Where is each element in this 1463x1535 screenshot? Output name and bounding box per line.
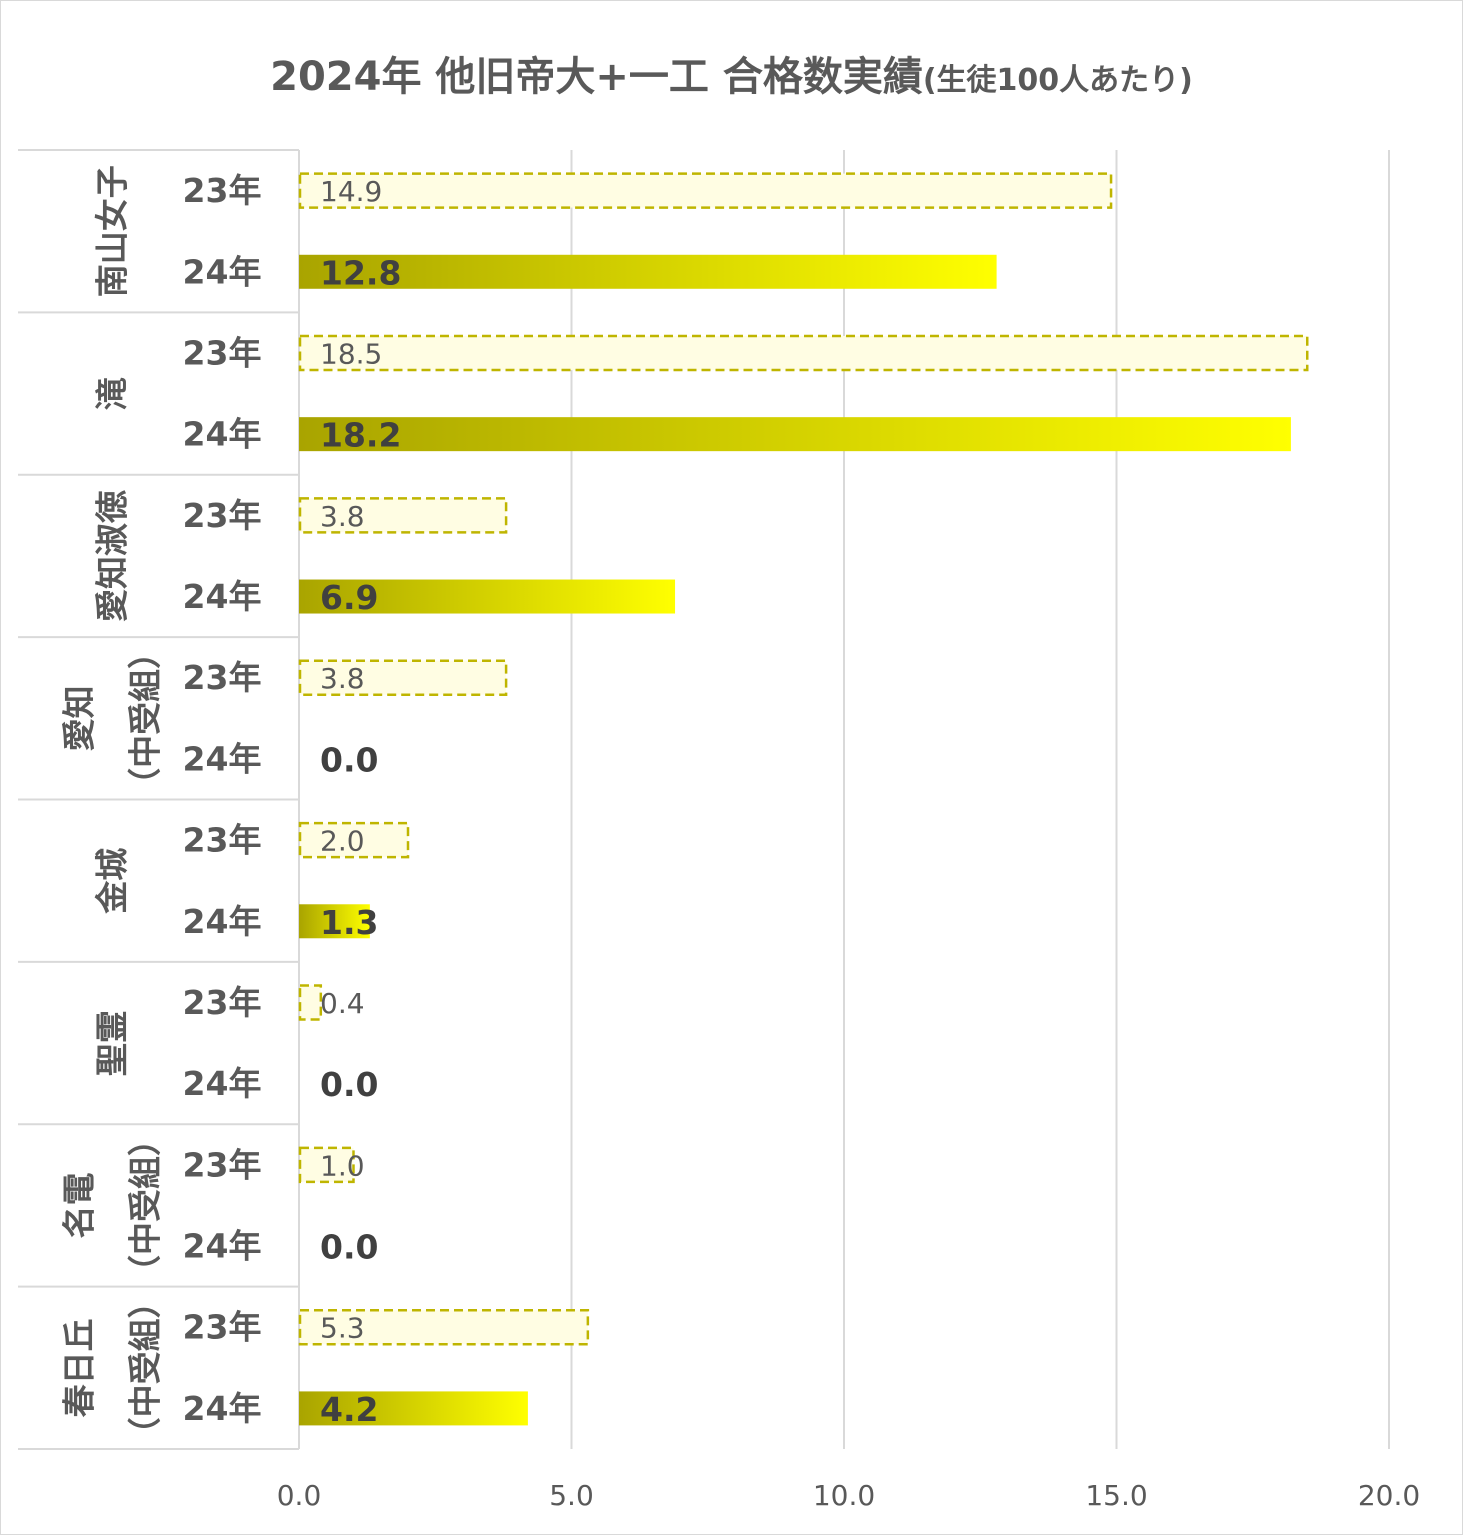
year-label: 23年 (183, 1308, 262, 1347)
bar-23 (298, 497, 508, 534)
chart-subtitle: (生徒100人あたり) (922, 63, 1193, 98)
value-label-24: 12.8 (320, 253, 401, 292)
value-label-24: 1.3 (320, 903, 378, 942)
school-label: 春日丘 (60, 1318, 99, 1417)
year-label: 23年 (183, 658, 262, 697)
year-label: 24年 (183, 1064, 262, 1103)
x-tick-label: 0.0 (277, 1479, 322, 1512)
school-label: 名電 (60, 1172, 99, 1238)
value-label-24: 6.9 (320, 578, 378, 617)
school-label: （中受組） (126, 636, 165, 801)
year-label: 24年 (183, 1389, 262, 1428)
year-label: 23年 (183, 496, 262, 535)
year-label: 24年 (183, 415, 262, 454)
x-tick-label: 20.0 (1358, 1479, 1420, 1512)
value-label-23: 3.8 (320, 500, 365, 533)
value-label-23: 14.9 (320, 175, 382, 208)
school-label: （中受組） (126, 1285, 165, 1450)
value-label-23: 3.8 (320, 662, 365, 695)
bar-24 (299, 1391, 528, 1426)
x-tick-label: 10.0 (813, 1479, 875, 1512)
year-label: 23年 (183, 821, 262, 860)
bars (298, 172, 1309, 1426)
year-label: 23年 (183, 1145, 262, 1184)
value-label-23: 2.0 (320, 825, 365, 858)
school-label: 滝 (93, 377, 132, 410)
year-label: 23年 (183, 983, 262, 1022)
x-tick-label: 15.0 (1085, 1479, 1147, 1512)
bar-24 (299, 579, 676, 614)
value-label-23: 0.4 (320, 987, 365, 1020)
bar-23 (298, 821, 410, 859)
school-label: 聖霊 (93, 1010, 132, 1076)
year-label: 24年 (183, 739, 262, 778)
bar-24 (299, 254, 997, 289)
school-label: 南山女子 (93, 165, 132, 297)
year-label: 23年 (183, 171, 262, 210)
value-label-23: 1.0 (320, 1149, 365, 1182)
value-label-24: 18.2 (320, 416, 401, 455)
school-label: 愛知淑徳 (93, 490, 132, 622)
x-tick-label: 5.0 (549, 1479, 594, 1512)
value-label-24: 4.2 (320, 1390, 378, 1429)
year-label: 24年 (183, 1227, 262, 1266)
bar-24 (299, 904, 370, 939)
data-labels: 14.9 12.8 18.5 18.2 3.8 6.9 3.8 0.0 2.0 1.3 0.4 0.0… (320, 175, 401, 1429)
value-label-24: 0.0 (320, 740, 378, 779)
bar-23 (298, 172, 1113, 209)
school-label: 金城 (93, 848, 132, 915)
value-label-23: 18.5 (320, 337, 382, 370)
year-label: 24年 (183, 902, 262, 941)
school-label: 愛知 (60, 685, 99, 751)
value-label-24: 0.0 (320, 1065, 378, 1104)
year-label: 23年 (183, 333, 262, 372)
bar-24 (299, 417, 1291, 452)
bar-23 (298, 1308, 590, 1346)
bar-23 (298, 659, 508, 696)
value-label-23: 5.3 (320, 1312, 365, 1345)
chart-title-main: 2024年 他旧帝大+一工 合格数実績 (270, 54, 923, 100)
x-axis-ticks: 0.0 5.0 10.0 15.0 20.0 (277, 1479, 1420, 1512)
year-label: 24年 (183, 577, 262, 616)
value-label-24: 0.0 (320, 1228, 378, 1267)
bar-23 (298, 1146, 355, 1184)
year-label: 24年 (183, 252, 262, 291)
school-label: （中受組） (126, 1123, 165, 1288)
chart-title: 2024年 他旧帝大+一工 合格数実績(生徒100人あたり) (0, 44, 1463, 102)
bar-23 (298, 984, 323, 1021)
bar-23 (298, 334, 1309, 372)
